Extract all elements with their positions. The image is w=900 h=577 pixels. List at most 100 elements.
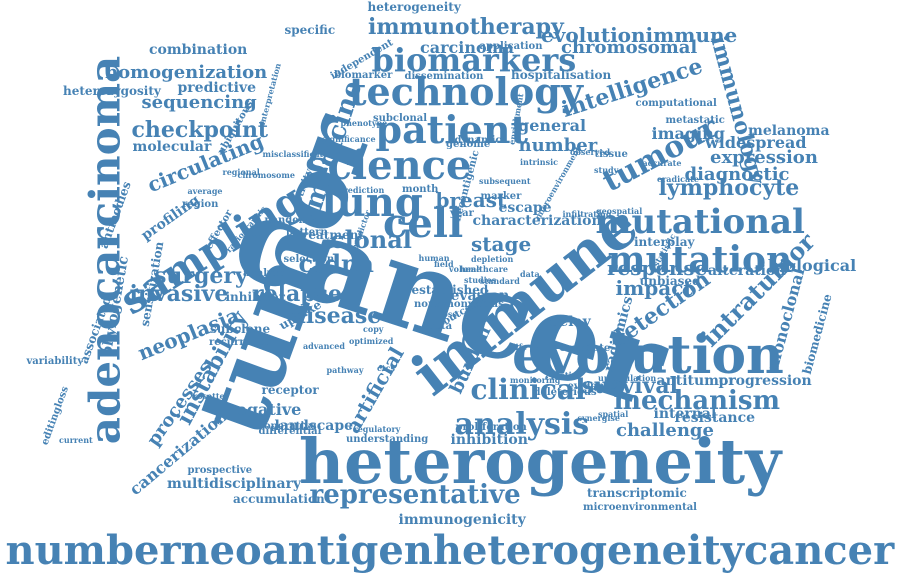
- cloud-word: subclone: [210, 322, 271, 336]
- cloud-word: heterozygosity: [63, 84, 161, 98]
- cloud-word: alteration: [708, 263, 786, 279]
- cloud-word: metastatic: [665, 115, 725, 126]
- cloud-word: negative: [225, 400, 302, 419]
- cloud-word: evolution: [512, 325, 784, 386]
- cloud-word: tissue: [594, 149, 628, 160]
- cloud-word: transcriptomic: [587, 486, 687, 500]
- cloud-word: melanoma: [748, 123, 830, 139]
- cloud-word: rosette: [193, 391, 225, 401]
- cloud-word: science: [305, 142, 472, 189]
- cloud-word: year: [450, 208, 474, 219]
- cloud-word: copy: [363, 324, 384, 334]
- cloud-word: delay: [549, 314, 591, 330]
- cloud-word: survival: [581, 373, 679, 399]
- cloud-word: receptor: [261, 383, 319, 397]
- cloud-word: surgery: [154, 263, 248, 289]
- cloud-word: challenge: [616, 420, 714, 441]
- cloud-word: internal: [653, 406, 717, 422]
- cloud-word: volume: [449, 264, 482, 274]
- cloud-word: prediction: [338, 185, 385, 195]
- cloud-word: patient: [375, 107, 529, 152]
- cloud-word: healthcare: [460, 264, 508, 274]
- cloud-word: inhibition: [450, 432, 528, 448]
- cloud-word: multidisciplinary: [167, 476, 302, 492]
- cloud-word: adenocarcinoma: [79, 55, 129, 445]
- cloud-word: resistance: [674, 410, 756, 426]
- cloud-word: ratio: [555, 370, 577, 380]
- cloud-word: human: [418, 253, 450, 263]
- cloud-word: monitoring: [510, 375, 561, 385]
- cloud-word: chromosomal: [561, 37, 698, 58]
- cloud-word: predictive: [177, 80, 257, 96]
- cloud-word: microenvironmental: [583, 502, 697, 513]
- cloud-word: regulatory: [353, 424, 401, 434]
- cloud-word: biomarkers: [371, 41, 577, 79]
- cloud-word: technology: [349, 69, 583, 114]
- cloud-word: cell: [383, 200, 464, 247]
- cloud-word: recurrence: [209, 337, 271, 348]
- cloud-word: pathway: [326, 365, 364, 375]
- cloud-word: cxcl: [545, 372, 563, 382]
- cloud-word: eradicate: [657, 174, 699, 184]
- cloud-word: immunotherapy: [368, 14, 564, 40]
- cloud-word: impact: [615, 276, 693, 300]
- cloud-word: immunogenicity: [398, 512, 526, 528]
- cloud-word: field: [434, 259, 454, 269]
- cloud-word: mechanism: [613, 386, 781, 416]
- cloud-word: deleterious: [533, 387, 597, 398]
- cloud-word: analysis: [454, 407, 590, 442]
- cloud-word: numberneoantigenheterogeneitycancer: [5, 527, 895, 574]
- cloud-word: subsequent: [479, 176, 531, 186]
- cloud-word: general: [518, 116, 587, 135]
- cloud-word: differential: [258, 426, 322, 437]
- cloud-word: ctcs: [377, 363, 395, 373]
- cloud-word: spatial: [598, 409, 629, 419]
- cloud-word: mutation: [607, 239, 793, 281]
- cloud-word: stage: [471, 232, 532, 256]
- cloud-word: clonal: [330, 225, 412, 254]
- cloud-word: accurate: [642, 158, 682, 168]
- cloud-word: significance: [322, 134, 376, 144]
- cloud-word: emaciate: [559, 343, 611, 354]
- cloud-word: molecular: [132, 139, 212, 155]
- cloud-word: nonsynonymous: [414, 299, 504, 310]
- cloud-word: infiltrating: [562, 209, 612, 219]
- cloud-word: dissemination: [404, 71, 484, 82]
- cloud-word: data: [520, 269, 540, 279]
- cloud-word: advanced: [303, 341, 345, 351]
- cloud-word: prospective: [187, 465, 253, 476]
- cloud-word: invasive: [129, 281, 229, 307]
- cloud-word: number: [518, 135, 598, 156]
- cloud-word: phenotype: [340, 118, 388, 128]
- cloud-word: evolutionimmune: [541, 23, 738, 47]
- cloud-word: proliferation: [455, 422, 527, 433]
- cloud-word: accumulation: [233, 492, 325, 506]
- cloud-word: homogenization: [105, 62, 268, 83]
- cloud-word: widespread: [705, 133, 807, 152]
- cloud-word: observed: [570, 147, 611, 157]
- cloud-word: characterization: [472, 213, 602, 229]
- cloud-word: application: [479, 41, 543, 52]
- cloud-word: depletion: [471, 254, 514, 264]
- cloud-word: region: [182, 199, 219, 210]
- cloud-word: carcinoma: [420, 38, 514, 57]
- cloud-word: standard: [480, 276, 520, 286]
- cloud-word: specific: [284, 23, 336, 37]
- cloud-word: study: [594, 165, 619, 175]
- cloud-word: combination: [149, 42, 248, 58]
- cloud-word: average: [187, 186, 223, 196]
- cloud-word: variability: [26, 356, 84, 367]
- cloud-word: lymphocyte: [658, 175, 800, 201]
- cloud-word: hospitalisation: [511, 68, 612, 82]
- cloud-word: chromosome: [237, 170, 295, 180]
- cloud-word: analyse: [243, 268, 285, 279]
- cloud-word: biomedicine: [799, 292, 835, 376]
- cloud-word: inhibitor: [225, 290, 285, 304]
- cloud-word: heterogeneity: [299, 425, 782, 498]
- cloud-word: clinical: [470, 373, 586, 406]
- cloud-word: representative: [309, 480, 521, 510]
- cloud-word: pattern: [286, 227, 328, 238]
- cloud-word: studies: [464, 275, 497, 285]
- cloud-word: heterogeneity: [367, 0, 461, 14]
